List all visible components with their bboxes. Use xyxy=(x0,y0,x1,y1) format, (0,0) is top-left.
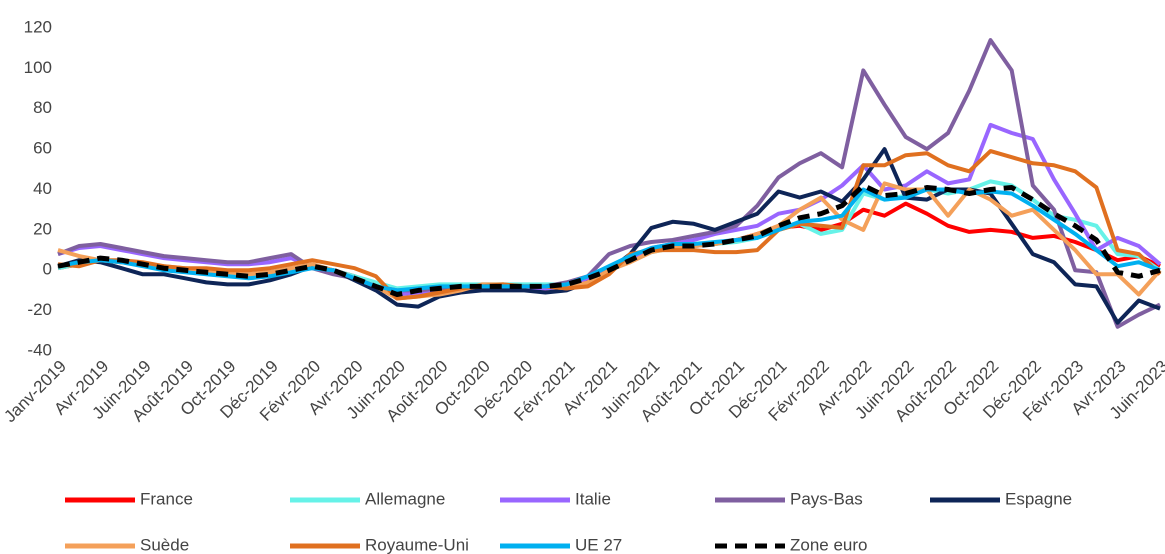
y-tick-label: 100 xyxy=(24,58,52,77)
y-tick-label: -20 xyxy=(27,300,52,319)
legend-label: Espagne xyxy=(1005,489,1072,508)
legend-label: Pays-Bas xyxy=(790,489,863,508)
series-line xyxy=(57,181,1162,301)
y-tick-label: 0 xyxy=(43,260,52,279)
series-line xyxy=(57,201,1161,295)
series-line xyxy=(57,149,1162,301)
y-tick-label: 80 xyxy=(33,98,52,117)
y-tick-label: -40 xyxy=(27,340,52,359)
series-line xyxy=(57,183,1161,297)
y-tick-label: 60 xyxy=(33,139,52,158)
legend-label: Royaume-Uni xyxy=(365,535,469,554)
legend-label: Zone euro xyxy=(790,535,868,554)
legend-label: UE 27 xyxy=(575,535,622,554)
y-tick-label: 20 xyxy=(33,219,52,238)
legend-label: Italie xyxy=(575,489,611,508)
legend-label: France xyxy=(140,489,193,508)
legend-label: Allemagne xyxy=(365,489,445,508)
series-line xyxy=(57,147,1161,325)
y-tick-label: 40 xyxy=(33,179,52,198)
y-tick-label: 120 xyxy=(24,17,52,36)
legend-label: Suède xyxy=(140,535,189,554)
series-line xyxy=(57,38,1161,329)
